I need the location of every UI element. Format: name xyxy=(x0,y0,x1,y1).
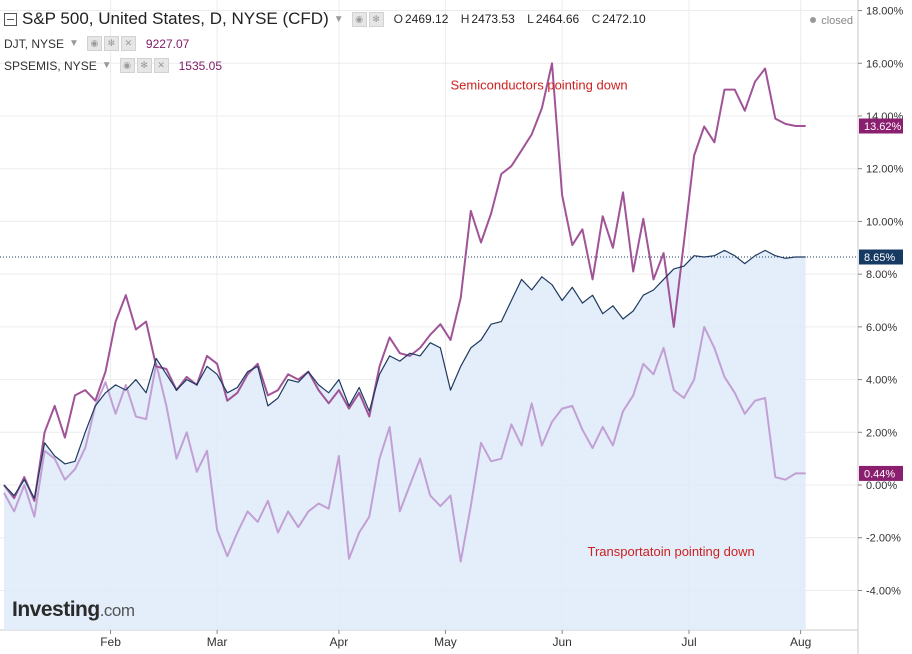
open-key: O xyxy=(393,12,403,26)
y-tick-label: 2.00% xyxy=(866,427,897,439)
x-tick-label: Jul xyxy=(681,635,696,649)
y-tick-label: -2.00% xyxy=(866,533,901,545)
logo-domain: .com xyxy=(99,601,135,620)
y-tick-label: 10.00% xyxy=(866,216,904,228)
y-axis: 18.00%16.00%14.00%12.00%10.00%8.00%6.00%… xyxy=(858,6,904,597)
close-key: C xyxy=(591,12,601,26)
main-legend-tools: ◉ ✻ xyxy=(351,11,384,27)
x-tick-label: Mar xyxy=(207,635,228,649)
high-key: H xyxy=(460,12,470,26)
gear-icon[interactable]: ✻ xyxy=(136,58,152,73)
series-1 xyxy=(3,62,806,502)
close-icon[interactable]: ✕ xyxy=(153,58,169,73)
gear-icon[interactable]: ✻ xyxy=(368,11,384,27)
low-key: L xyxy=(527,12,534,26)
series-0 xyxy=(3,249,806,499)
x-tick-label: Feb xyxy=(100,635,121,649)
series-2 xyxy=(3,325,806,563)
y-tick-label: 8.00% xyxy=(866,269,897,281)
market-status: closed xyxy=(810,15,853,27)
legend-spsemis-symbol[interactable]: SPSEMIS, NYSE xyxy=(4,58,97,73)
eye-icon[interactable]: ◉ xyxy=(119,58,135,73)
series-2-last-value-badge: 0.44% xyxy=(859,465,903,481)
last-value-badge-bg xyxy=(859,118,903,134)
x-tick-label: Apr xyxy=(330,635,349,649)
annotation-label: Semiconductors pointing down xyxy=(451,78,628,93)
x-tick-label: Aug xyxy=(790,635,811,649)
high-value: 2473.53 xyxy=(471,12,515,26)
y-tick-label: 12.00% xyxy=(866,164,904,176)
chevron-down-icon[interactable]: ▼ xyxy=(333,13,344,25)
y-tick-label: 16.00% xyxy=(866,58,904,70)
legend-djt: DJT, NYSE ▼ ◉ ✻ ✕ 9227.07 xyxy=(4,36,189,51)
legend-djt-symbol[interactable]: DJT, NYSE xyxy=(4,36,65,51)
market-status-text: closed xyxy=(821,15,853,27)
series-0-last-value-badge: 8.65% xyxy=(859,249,903,265)
series-0-area xyxy=(4,250,806,630)
last-value-badge-bg xyxy=(859,249,903,265)
y-tick-label: 18.00% xyxy=(866,6,904,18)
low-value: 2464.66 xyxy=(535,12,580,26)
eye-icon[interactable]: ◉ xyxy=(351,11,367,27)
series-0-line xyxy=(3,249,806,499)
investing-logo: Investing.com xyxy=(12,598,135,622)
y-tick-label: 6.00% xyxy=(866,322,897,334)
open-value: 2469.12 xyxy=(405,12,449,26)
last-value-badge-bg xyxy=(859,465,903,481)
series-1-last-value-badge: 13.62% xyxy=(859,118,903,134)
main-legend: S&P 500, United States, D, NYSE (CFD) ▼ … xyxy=(4,9,655,29)
status-dot-icon xyxy=(810,17,817,23)
x-tick-label: May xyxy=(434,635,457,649)
series-2-line xyxy=(3,325,806,563)
y-tick-label: 4.00% xyxy=(866,375,897,387)
annotation-label: Transportatoin pointing down xyxy=(588,544,755,559)
ohlc-values: O 2469.12 H 2473.53 L 2464.66 C 2472.10 xyxy=(394,12,655,26)
last-value-badge-label: 13.62% xyxy=(864,121,902,133)
legend-djt-tools: ◉ ✻ ✕ xyxy=(86,36,136,51)
last-value-badge-label: 0.44% xyxy=(864,468,895,480)
series-1-line xyxy=(3,62,806,502)
last-value-badge-label: 8.65% xyxy=(864,252,895,264)
y-tick-label: 0.00% xyxy=(866,480,897,492)
gear-icon[interactable]: ✻ xyxy=(103,36,119,51)
close-icon[interactable]: ✕ xyxy=(120,36,136,51)
legend-djt-value: 9227.07 xyxy=(145,36,190,51)
main-symbol-label[interactable]: S&P 500, United States, D, NYSE (CFD) xyxy=(22,9,329,28)
close-value: 2472.10 xyxy=(602,12,646,26)
x-axis: Feb Mar Apr May Jun Jul Aug xyxy=(100,630,811,649)
chevron-down-icon[interactable]: ▼ xyxy=(101,60,112,71)
y-tick-label: -4.00% xyxy=(866,585,901,597)
logo-brand: Investing xyxy=(12,598,100,621)
legend-spsemis-value: 1535.05 xyxy=(178,58,222,73)
x-tick-label: Jun xyxy=(552,635,571,649)
collapse-toggle[interactable] xyxy=(4,12,17,26)
chevron-down-icon[interactable]: ▼ xyxy=(69,38,79,49)
legend-spsemis-tools: ◉ ✻ ✕ xyxy=(119,58,169,73)
eye-icon[interactable]: ◉ xyxy=(86,36,102,51)
legend-spsemis: SPSEMIS, NYSE ▼ ◉ ✻ ✕ 1535.05 xyxy=(4,58,222,73)
